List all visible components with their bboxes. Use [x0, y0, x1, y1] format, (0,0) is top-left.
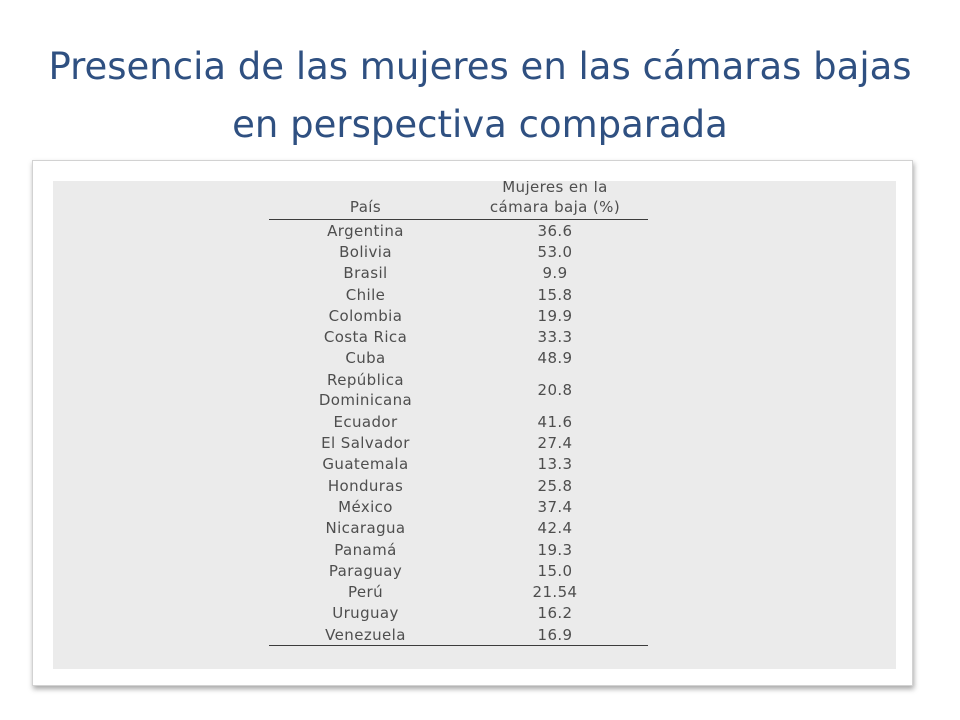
table-row: México 37.4 — [269, 496, 648, 517]
country-cell: Uruguay — [332, 604, 399, 623]
percent-cell: 37.4 — [537, 497, 573, 516]
country-cell: Honduras — [327, 476, 404, 495]
percent-cell: 15.8 — [537, 285, 573, 304]
percent-cell: 48.9 — [537, 349, 573, 368]
table-row: Nicaragua 42.4 — [269, 518, 648, 539]
country-cell: Costa Rica — [323, 328, 408, 347]
slide-title-line-2: en perspectiva comparada — [232, 103, 728, 146]
percent-cell: 20.8 — [537, 381, 573, 400]
country-cell: Paraguay — [328, 561, 403, 580]
country-cell: Chile — [345, 285, 386, 304]
percent-cell: 16.9 — [462, 624, 648, 647]
percent-cell: 36.6 — [537, 221, 573, 240]
column-header-women-percent: Mujeres en la cámara baja (%) — [462, 181, 648, 220]
table-row: Colombia 19.9 — [269, 305, 648, 326]
country-cell: Ecuador — [333, 412, 398, 431]
percent-cell: 16.2 — [537, 604, 573, 623]
table-row: Venezuela 16.9 — [269, 624, 648, 647]
slide-title-line-1: Presencia de las mujeres en las cámaras … — [48, 45, 912, 88]
country-cell: Cuba — [345, 349, 386, 368]
table-row: Costa Rica 33.3 — [269, 326, 648, 347]
country-cell: México — [338, 497, 393, 516]
percent-cell: 19.3 — [537, 540, 573, 559]
country-name-line-2: Dominicana — [318, 391, 413, 410]
percent-cell: 27.4 — [537, 434, 573, 453]
country-cell: República Dominicana — [269, 369, 462, 411]
country-cell: Panamá — [334, 540, 397, 559]
table-row: Perú 21.54 — [269, 581, 648, 602]
percent-cell: 9.9 — [542, 264, 568, 283]
table-row: Ecuador 41.6 — [269, 411, 648, 432]
table-row: Panamá 19.3 — [269, 539, 648, 560]
percent-cell: 53.0 — [537, 242, 573, 261]
percent-cell: 19.9 — [537, 306, 573, 325]
percent-cell: 21.54 — [532, 583, 578, 602]
country-cell: Bolivia — [339, 242, 392, 261]
table-image-frame: País Mujeres en la cámara baja (%) Argent… — [32, 160, 913, 686]
country-cell: Perú — [347, 583, 383, 602]
country-cell: Colombia — [328, 306, 403, 325]
table-row: Bolivia 53.0 — [269, 241, 648, 262]
percent-cell: 25.8 — [537, 476, 573, 495]
table-row: Honduras 25.8 — [269, 475, 648, 496]
column-header-women-line-2: cámara baja (%) — [489, 198, 621, 216]
slide-title: Presencia de las mujeres en las cámaras … — [0, 38, 960, 154]
country-name-line-1: República — [327, 371, 404, 390]
women-representation-table: País Mujeres en la cámara baja (%) Argent… — [269, 181, 648, 647]
percent-cell: 13.3 — [537, 455, 573, 474]
country-cell: Venezuela — [269, 624, 462, 647]
table-row: El Salvador 27.4 — [269, 432, 648, 453]
country-cell: Brasil — [343, 264, 388, 283]
table-image: País Mujeres en la cámara baja (%) Argent… — [53, 181, 896, 669]
country-cell: Argentina — [327, 221, 404, 240]
percent-cell: 41.6 — [537, 412, 573, 431]
country-cell: Guatemala — [322, 455, 409, 474]
table-row: Paraguay 15.0 — [269, 560, 648, 581]
country-cell: El Salvador — [321, 434, 410, 453]
table-header-row: País Mujeres en la cámara baja (%) — [269, 181, 648, 220]
percent-cell: 42.4 — [537, 519, 573, 538]
table-row: Brasil 9.9 — [269, 263, 648, 284]
column-header-country: País — [269, 181, 462, 220]
table-row: Cuba 48.9 — [269, 348, 648, 369]
table-row: Uruguay 16.2 — [269, 603, 648, 624]
table-row: Argentina 36.6 — [269, 220, 648, 242]
column-header-women-line-1: Mujeres en la — [502, 181, 608, 196]
percent-cell: 33.3 — [537, 328, 573, 347]
table-row: Chile 15.8 — [269, 284, 648, 305]
table-row: República Dominicana 20.8 — [269, 369, 648, 411]
table-row: Guatemala 13.3 — [269, 454, 648, 475]
percent-cell: 15.0 — [537, 561, 573, 580]
country-cell: Nicaragua — [325, 519, 406, 538]
